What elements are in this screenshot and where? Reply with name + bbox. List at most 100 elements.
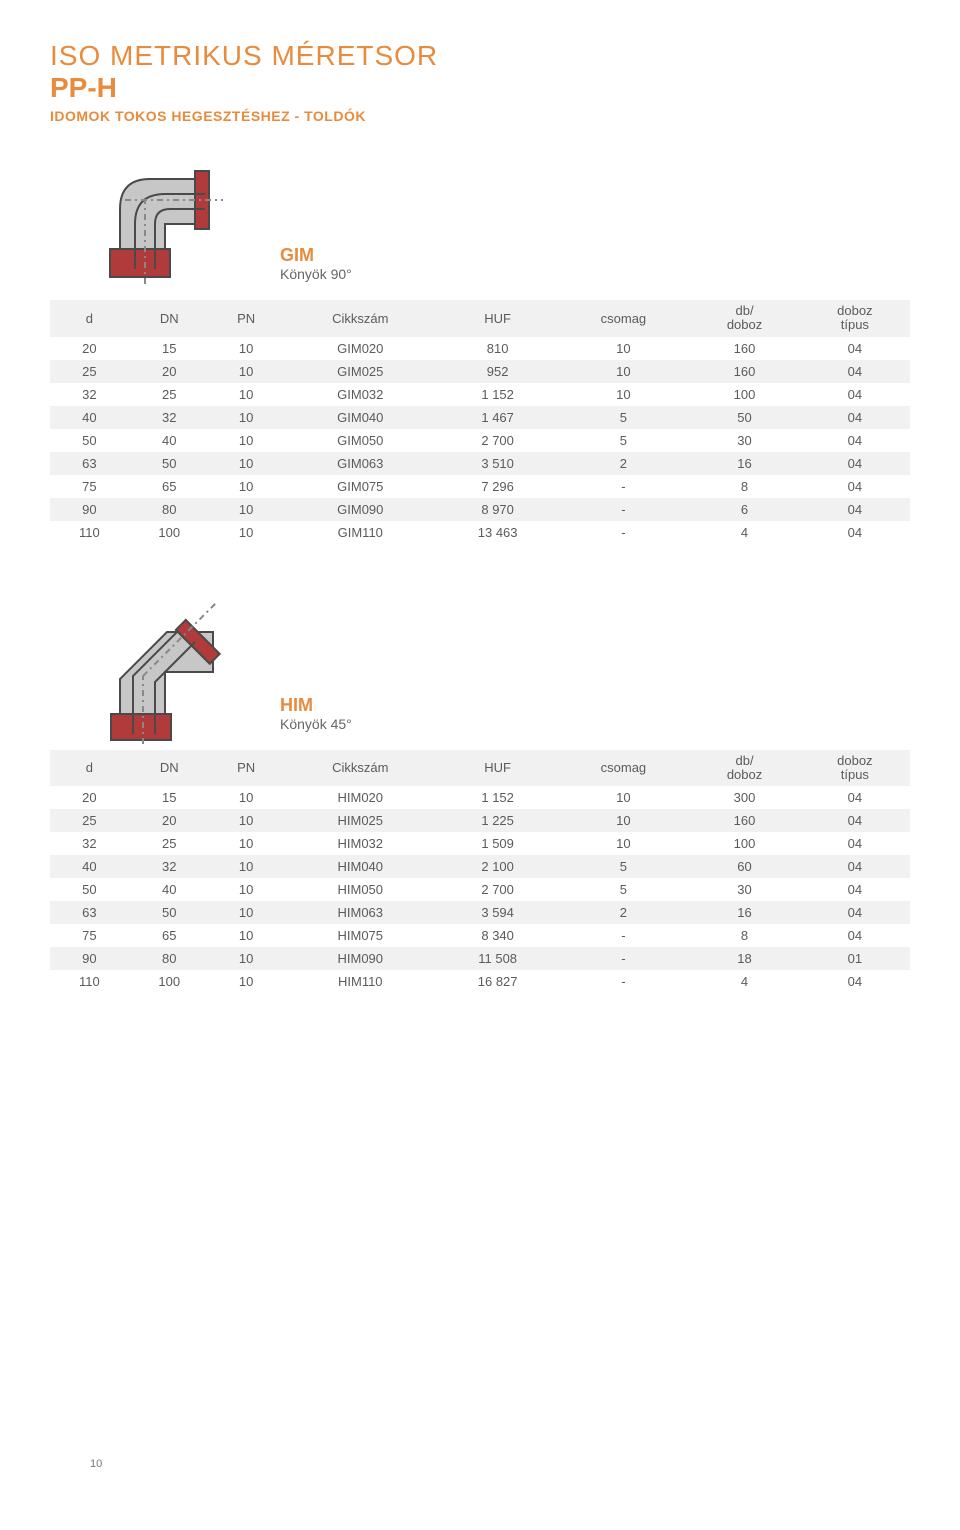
table-cell: HIM050 [283,878,438,901]
table-cell: 65 [129,475,210,498]
table-cell: 04 [800,901,910,924]
table-cell: 100 [689,383,799,406]
table-cell: 10 [210,498,283,521]
table-cell: 1 152 [438,383,558,406]
table-row: 635010GIM0633 51021604 [50,452,910,475]
table-cell: 63 [50,901,129,924]
table-cell: 04 [800,383,910,406]
table-row: 11010010GIM11013 463-404 [50,521,910,544]
column-header: HUF [438,300,558,337]
elbow-90-illustration [50,154,280,294]
elbow-45-illustration [50,594,280,744]
table-cell: 1 225 [438,809,558,832]
section2-table: dDNPNCikkszámHUFcsomagdb/dobozdoboztípus… [50,750,910,994]
table-row: 201510HIM0201 1521030004 [50,786,910,809]
table-cell: 65 [129,924,210,947]
table-cell: 50 [129,901,210,924]
table-cell: 25 [129,832,210,855]
table-cell: 63 [50,452,129,475]
table-cell: 160 [689,809,799,832]
table-cell: - [557,970,689,993]
table-row: 756510HIM0758 340-804 [50,924,910,947]
table-cell: 04 [800,337,910,360]
table-cell: 2 700 [438,878,558,901]
table-cell: 30 [689,429,799,452]
table-cell: 4 [689,521,799,544]
table-cell: 10 [557,383,689,406]
column-header: DN [129,750,210,787]
table-cell: 20 [129,809,210,832]
table-cell: 18 [689,947,799,970]
table-row: 504010GIM0502 70053004 [50,429,910,452]
table-row: 908010GIM0908 970-604 [50,498,910,521]
table-cell: 04 [800,855,910,878]
table-cell: 10 [210,901,283,924]
column-header: PN [210,750,283,787]
table-cell: 20 [50,337,129,360]
table-cell: 16 [689,452,799,475]
table-cell: 1 152 [438,786,558,809]
table-cell: 04 [800,878,910,901]
table-cell: 10 [210,475,283,498]
table-cell: 04 [800,452,910,475]
table-row: 403210GIM0401 46755004 [50,406,910,429]
table-cell: GIM090 [283,498,438,521]
table-cell: HIM025 [283,809,438,832]
table-cell: 60 [689,855,799,878]
table-cell: 40 [129,878,210,901]
table-cell: 100 [129,521,210,544]
table-cell: - [557,521,689,544]
column-header: doboztípus [800,300,910,337]
table-cell: 10 [210,878,283,901]
table-row: 201510GIM0208101016004 [50,337,910,360]
table-cell: 10 [210,970,283,993]
table-cell: 32 [129,855,210,878]
table-cell: 10 [210,786,283,809]
column-header: PN [210,300,283,337]
table-row: 635010HIM0633 59421604 [50,901,910,924]
table-cell: 15 [129,337,210,360]
table-cell: 160 [689,360,799,383]
section1-code: GIM [280,245,352,266]
table-cell: 5 [557,406,689,429]
table-cell: GIM020 [283,337,438,360]
table-cell: 160 [689,337,799,360]
table-cell: 04 [800,924,910,947]
table-cell: 40 [50,855,129,878]
table-cell: 40 [129,429,210,452]
table-cell: HIM063 [283,901,438,924]
table-cell: 20 [129,360,210,383]
column-header: Cikkszám [283,300,438,337]
section2-desc: Könyök 45° [280,716,352,732]
table-row: 504010HIM0502 70053004 [50,878,910,901]
table-cell: 50 [50,429,129,452]
table-cell: 10 [210,360,283,383]
table-cell: 2 [557,901,689,924]
table-cell: 1 467 [438,406,558,429]
table-cell: 11 508 [438,947,558,970]
table-cell: 952 [438,360,558,383]
table-cell: 04 [800,475,910,498]
table-row: 908010HIM09011 508-1801 [50,947,910,970]
column-header: Cikkszám [283,750,438,787]
table-cell: 2 [557,452,689,475]
table-cell: 8 970 [438,498,558,521]
column-header: db/doboz [689,300,799,337]
table-cell: 10 [557,360,689,383]
table-cell: 10 [210,855,283,878]
column-header: csomag [557,300,689,337]
table-cell: 5 [557,429,689,452]
table-cell: 10 [210,406,283,429]
table-cell: - [557,475,689,498]
table-cell: HIM040 [283,855,438,878]
table-cell: 04 [800,360,910,383]
table-cell: 15 [129,786,210,809]
table-cell: 25 [50,809,129,832]
table-cell: 32 [129,406,210,429]
table-cell: HIM020 [283,786,438,809]
table-cell: 8 340 [438,924,558,947]
table-cell: 3 510 [438,452,558,475]
table-cell: 04 [800,498,910,521]
table-cell: 30 [689,878,799,901]
table-cell: GIM075 [283,475,438,498]
